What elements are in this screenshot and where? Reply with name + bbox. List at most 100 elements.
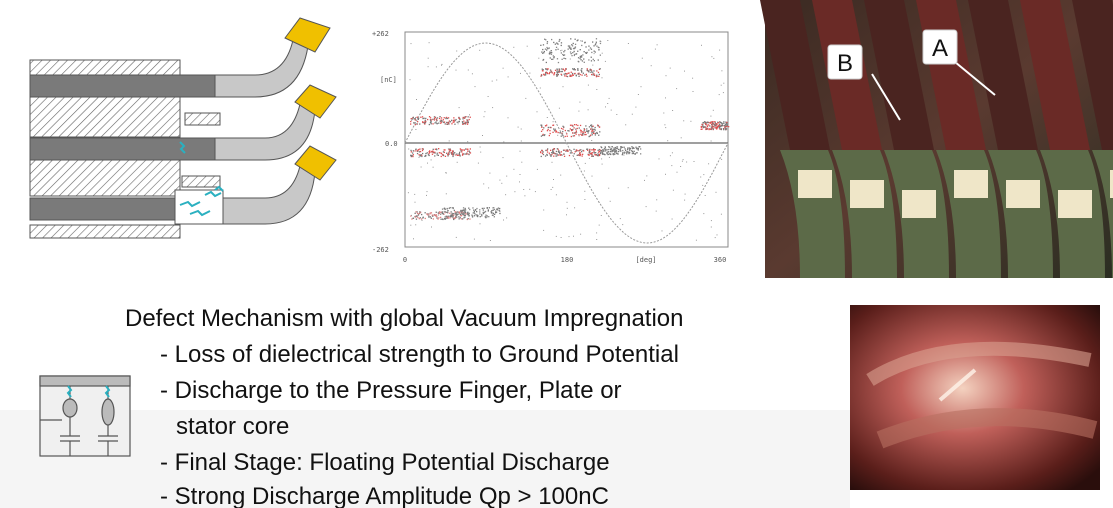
- pulse-dot: [443, 121, 446, 123]
- pulse-dot: [573, 68, 575, 71]
- pulse-dot: [569, 74, 571, 76]
- pulse-dot: [427, 66, 429, 68]
- pulse-dot: [621, 146, 624, 148]
- pulse-dot: [717, 122, 719, 124]
- pulse-dot: [588, 45, 590, 47]
- x-mid-label: 180: [561, 256, 574, 264]
- pulse-dot: [553, 155, 555, 157]
- pulse-dot: [429, 122, 432, 124]
- pulse-dot: [563, 57, 565, 59]
- pulse-dot: [414, 124, 416, 126]
- pulse-dot: [672, 189, 674, 191]
- pulse-dot: [465, 213, 467, 215]
- pulse-dot: [498, 209, 500, 212]
- pulse-dot: [462, 212, 464, 214]
- pulse-dot: [408, 148, 410, 150]
- pulse-dot: [721, 70, 723, 72]
- pulse-dot: [467, 120, 469, 122]
- pulse-dot: [445, 172, 447, 174]
- pulse-dot: [543, 134, 545, 137]
- pulse-dot: [641, 57, 643, 59]
- pulse-dot: [572, 135, 574, 137]
- pulse-dot: [445, 217, 447, 220]
- pulse-dot: [561, 58, 563, 60]
- pulse-dot: [724, 127, 726, 129]
- pulse-dot: [418, 156, 420, 158]
- pulse-dot: [442, 151, 445, 153]
- pulse-dot: [595, 43, 597, 45]
- pulse-dot: [581, 134, 583, 136]
- pulse-dot: [560, 127, 563, 130]
- pulse-dot: [468, 150, 470, 152]
- pulse-dot: [435, 66, 437, 68]
- coil: [1072, 0, 1113, 150]
- pulse-dot: [507, 117, 509, 119]
- coil: [1092, 150, 1113, 278]
- pulse-dot: [434, 116, 437, 118]
- pulse-dot: [702, 184, 704, 186]
- pulse-dot: [559, 151, 561, 154]
- pulse-dot: [579, 101, 581, 103]
- pulse-dot: [592, 125, 594, 127]
- pulse-dot: [546, 153, 548, 156]
- pulse-dot: [459, 117, 461, 120]
- pulse-dot: [560, 73, 562, 75]
- pulse-dot: [452, 217, 454, 219]
- pulse-dot: [575, 150, 577, 152]
- pulse-dot: [619, 149, 621, 152]
- pulse-dot: [492, 212, 494, 214]
- pulse-dot: [446, 211, 448, 213]
- pulse-dot: [560, 151, 562, 153]
- pulse-dot: [411, 214, 412, 216]
- pulse-dot: [625, 149, 627, 151]
- pulse-dot: [491, 214, 494, 216]
- pulse-dot: [434, 151, 436, 153]
- pulse-dot: [418, 148, 420, 151]
- pulse-dot: [430, 159, 432, 161]
- pulse-dot: [440, 213, 442, 215]
- pulse-dot: [412, 152, 414, 154]
- pulse-dot: [486, 207, 488, 209]
- pulse-dot: [593, 53, 595, 55]
- pulse-dot: [417, 214, 420, 216]
- pulse-dot: [593, 130, 595, 132]
- pulse-dot: [557, 61, 560, 64]
- pulse-dot: [712, 128, 714, 130]
- pulse-dot: [415, 148, 417, 151]
- pulse-dot: [623, 152, 626, 154]
- pulse-dot: [541, 70, 544, 72]
- pulse-dot: [595, 41, 597, 43]
- pulse-dot: [566, 207, 568, 209]
- pulse-dot: [571, 74, 574, 76]
- pulse-dot: [616, 146, 619, 148]
- pulse-dot: [632, 152, 635, 155]
- pulse-dot: [575, 133, 577, 135]
- pulse-dot: [464, 214, 466, 216]
- pulse-dot: [585, 52, 587, 54]
- pulse-dot: [554, 43, 556, 45]
- pulse-dot: [597, 153, 599, 155]
- pulse-dot: [448, 149, 450, 151]
- pulse-dot: [492, 207, 494, 209]
- pulse-dot: [473, 209, 475, 211]
- pulse-dot: [459, 213, 462, 216]
- pulse-dot: [544, 74, 547, 76]
- pulse-dot: [637, 149, 639, 151]
- pulse-dot: [458, 107, 460, 109]
- pulse-dot: [565, 132, 567, 134]
- pulse-dot: [680, 166, 682, 167]
- pulse-dot: [578, 61, 580, 63]
- pulse-dot: [440, 211, 443, 213]
- pulse-dot: [589, 153, 591, 155]
- pulse-dot: [420, 166, 422, 168]
- pulse-dot: [723, 129, 725, 131]
- pulse-dot: [569, 47, 571, 49]
- pulse-dot: [574, 43, 577, 45]
- coil: [968, 0, 1038, 150]
- pulse-dot: [563, 54, 565, 56]
- pulse-dot: [580, 149, 582, 151]
- pulse-dot: [422, 152, 424, 155]
- pulse-dot: [447, 117, 450, 119]
- pulse-dot: [467, 141, 469, 143]
- pulse-dot: [464, 116, 466, 118]
